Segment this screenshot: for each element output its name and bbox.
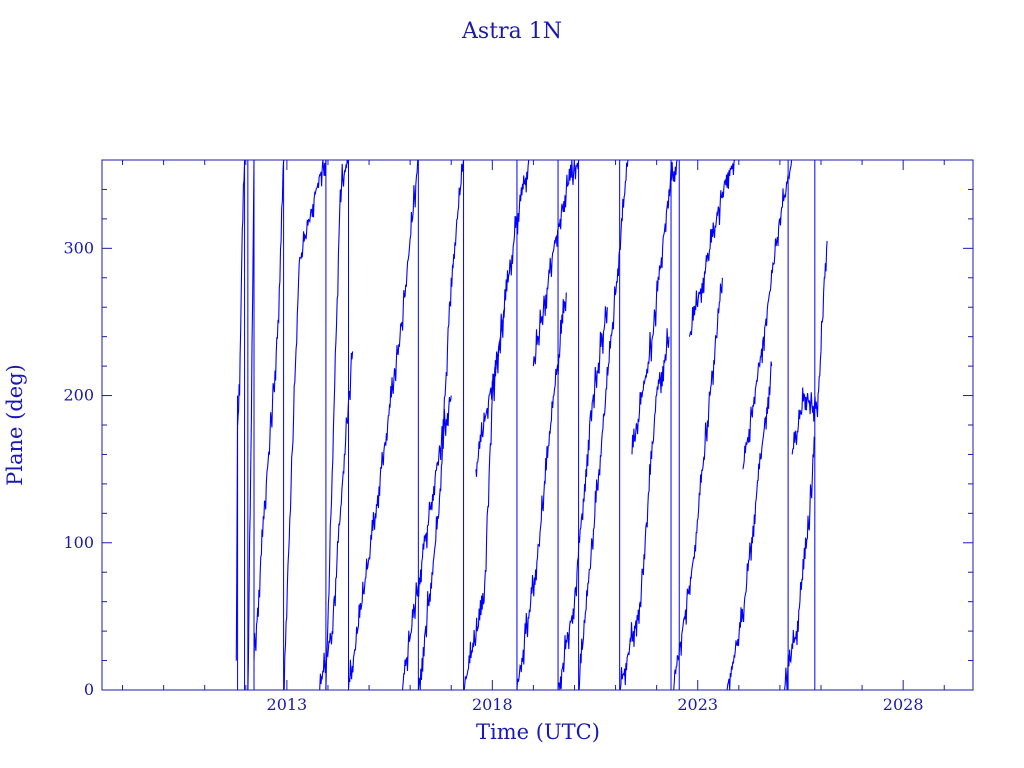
series-0-segment-3 xyxy=(253,159,285,661)
x-tick-label-2013: 2013 xyxy=(267,695,308,714)
series-0-segment-12 xyxy=(516,292,567,691)
series-0-segment-9 xyxy=(417,159,465,691)
series-0-segment-19 xyxy=(688,159,736,337)
y-tick-label-300: 300 xyxy=(63,238,94,257)
series-0-segment-2 xyxy=(247,159,255,691)
series-0-segment-16 xyxy=(619,328,670,691)
series-0-segment-5 xyxy=(319,351,354,691)
series-0-segment-21 xyxy=(742,159,793,470)
ticks-layer: 2013 2018 2023 2028 0 100 200 300 xyxy=(63,159,973,714)
series-0-segment-6 xyxy=(325,159,350,691)
series-0-segment-8 xyxy=(401,395,452,691)
series-0-segment-1 xyxy=(237,159,246,426)
series-0-segment-24 xyxy=(820,240,828,352)
series-0-segment-17 xyxy=(631,159,678,455)
series-0-segment-10 xyxy=(463,307,506,691)
series-0-segment-7 xyxy=(347,159,419,691)
series-0-segment-18 xyxy=(673,277,723,691)
x-tick-label-2023: 2023 xyxy=(677,695,718,714)
y-tick-label-100: 100 xyxy=(63,533,94,552)
y-tick-label-0: 0 xyxy=(84,680,94,699)
series-0-segment-14 xyxy=(557,306,608,691)
series-0-segment-15 xyxy=(578,159,629,691)
series-0-segment-4 xyxy=(283,159,327,691)
series-0-segment-13 xyxy=(532,159,580,367)
series-0-segment-20 xyxy=(726,361,773,691)
x-tick-label-2028: 2028 xyxy=(883,695,924,714)
series-0-segment-22 xyxy=(784,436,816,691)
y-tick-label-200: 200 xyxy=(63,386,94,405)
series-0-segment-11 xyxy=(475,159,530,477)
x-tick-label-2018: 2018 xyxy=(472,695,513,714)
plot-frame xyxy=(101,159,974,691)
series-0-segment-23 xyxy=(791,351,822,455)
data-layer xyxy=(235,159,828,691)
chart-title: Astra 1N xyxy=(461,19,562,44)
x-axis-label: Time (UTC) xyxy=(476,720,600,744)
y-axis-label: Plane (deg) xyxy=(3,364,27,486)
